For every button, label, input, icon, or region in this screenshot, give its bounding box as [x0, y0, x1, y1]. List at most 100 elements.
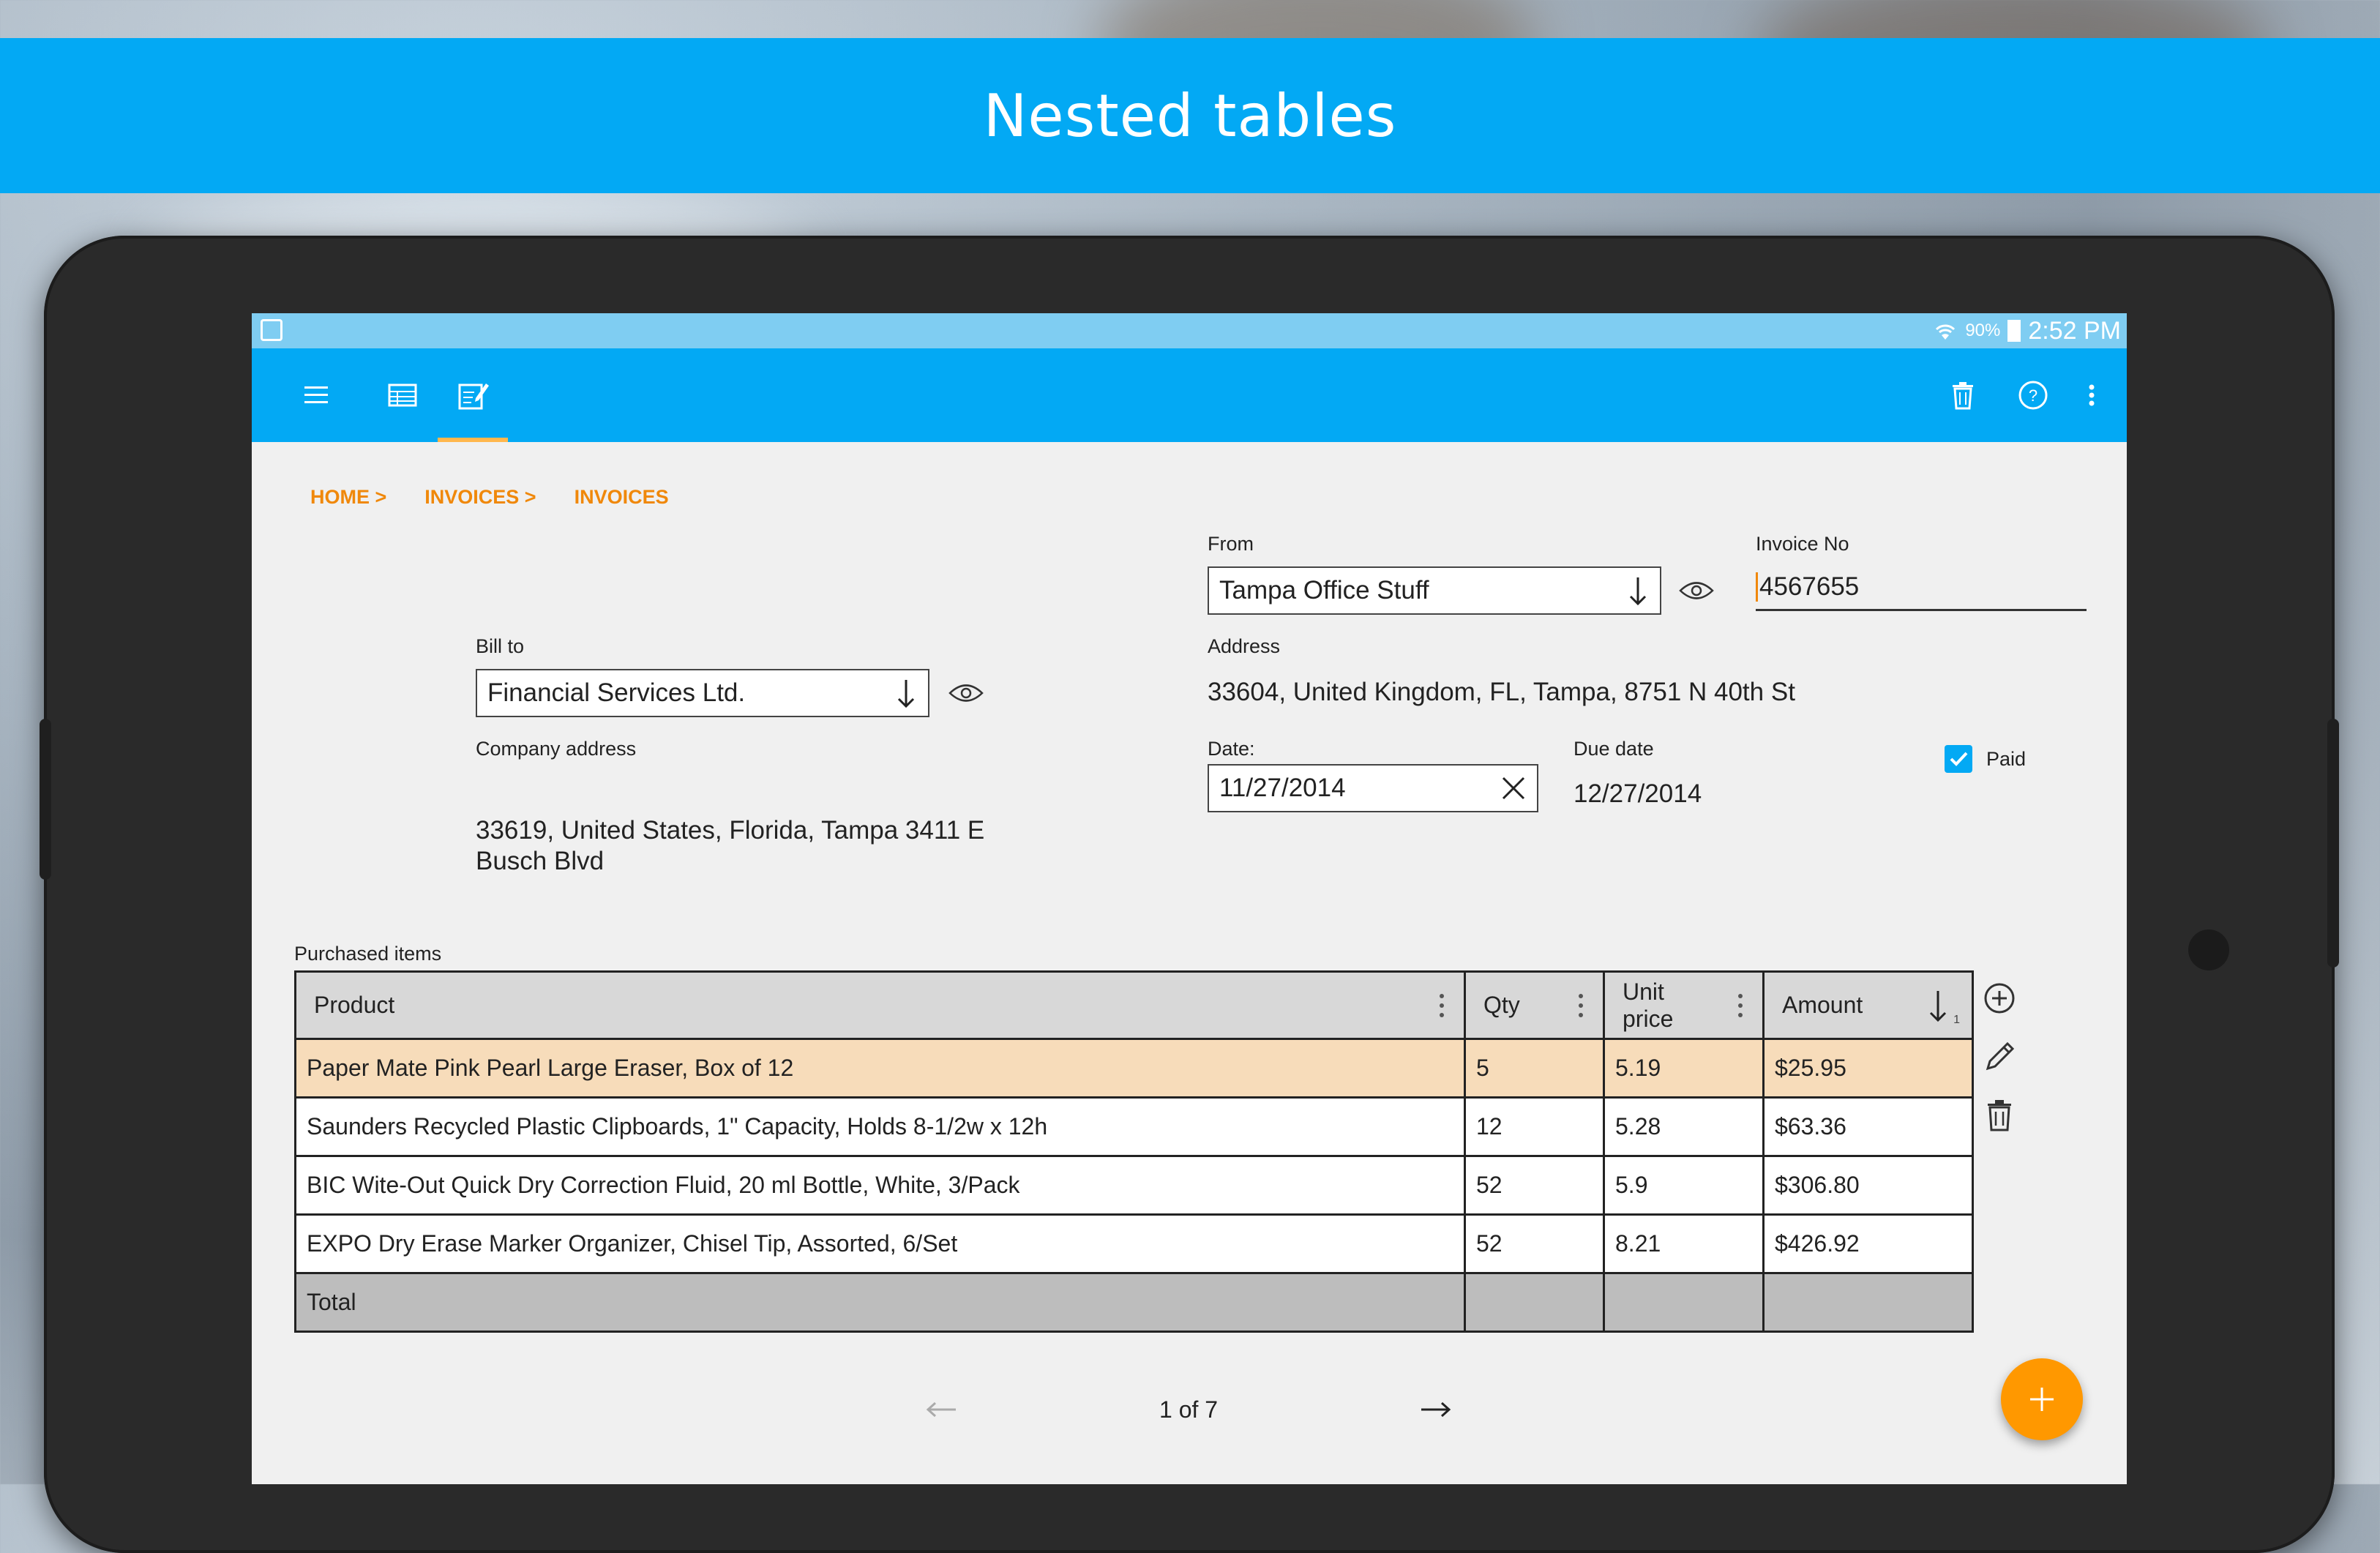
active-tab-indicator: [438, 438, 508, 442]
purchased-items-label: Purchased items: [294, 943, 442, 965]
cell-amount[interactable]: $426.92: [1762, 1213, 1974, 1274]
date-input[interactable]: 11/27/2014: [1208, 764, 1538, 812]
arrow-right-icon[interactable]: [1420, 1401, 1452, 1418]
more-vert-icon[interactable]: [2057, 348, 2127, 442]
total-label: Total: [294, 1272, 1466, 1333]
column-header-label: Product: [314, 992, 395, 1018]
cell-amount[interactable]: $63.36: [1762, 1096, 1974, 1157]
arrow-down-icon: [897, 680, 915, 708]
bill-to-value: Financial Services Ltd.: [487, 678, 746, 707]
gallery-notification-icon: [261, 319, 282, 341]
pager-text: 1 of 7: [1159, 1396, 1219, 1423]
sort-order-number: 1: [1953, 1014, 1960, 1026]
check-icon: [1950, 752, 1968, 766]
table-header-row: Product Qty Unit price Amount 1: [294, 970, 1974, 1040]
table-row[interactable]: Paper Mate Pink Pearl Large Eraser, Box …: [294, 1038, 1974, 1099]
column-header-label: Unit price: [1623, 978, 1674, 1032]
address-label: Address: [1208, 635, 1281, 657]
cell-qty[interactable]: 12: [1464, 1096, 1605, 1157]
help-icon[interactable]: ?: [1998, 348, 2068, 442]
cell-unit-price[interactable]: 5.28: [1603, 1096, 1765, 1157]
clock: 2:52 PM: [2028, 316, 2121, 345]
app-toolbar: ?: [252, 348, 2127, 442]
table-row[interactable]: EXPO Dry Erase Marker Organizer, Chisel …: [294, 1213, 1974, 1274]
cell-unit-price[interactable]: 8.21: [1603, 1213, 1765, 1274]
banner-title: Nested tables: [983, 81, 1397, 150]
pencil-icon[interactable]: [1980, 1038, 2018, 1076]
tablet-side-button: [2327, 719, 2339, 968]
tablet-camera: [2188, 929, 2229, 970]
breadcrumb-current: INVOICES: [574, 486, 669, 508]
bill-to-label: Bill to: [476, 635, 525, 657]
table-row[interactable]: Saunders Recycled Plastic Clipboards, 1"…: [294, 1096, 1974, 1157]
add-circle-icon[interactable]: [1980, 979, 2018, 1017]
purchased-items-table: Product Qty Unit price Amount 1: [294, 970, 1974, 1333]
invoice-no-label: Invoice No: [1756, 533, 1849, 555]
column-header-product[interactable]: Product: [294, 970, 1466, 1040]
column-menu-icon[interactable]: [1737, 992, 1743, 1019]
breadcrumb-home[interactable]: HOME >: [310, 486, 387, 508]
app-screen: 90% 2:52 PM ? HOME > INVOICES > INVOICES: [252, 313, 2127, 1484]
battery-percent: 90%: [1965, 321, 2001, 340]
total-cell: [1464, 1272, 1605, 1333]
total-cell: [1603, 1272, 1765, 1333]
cell-qty[interactable]: 52: [1464, 1213, 1605, 1274]
eye-icon[interactable]: [1679, 580, 1714, 602]
wifi-icon: [1936, 324, 1956, 340]
arrow-down-icon: [1629, 577, 1647, 606]
column-header-qty[interactable]: Qty: [1464, 970, 1605, 1040]
cell-product[interactable]: Paper Mate Pink Pearl Large Eraser, Box …: [294, 1038, 1466, 1099]
invoice-no-input[interactable]: 4567655: [1756, 565, 2087, 611]
from-value: Tampa Office Stuff: [1219, 576, 1429, 605]
breadcrumb: HOME > INVOICES > INVOICES: [310, 486, 669, 509]
svg-text:?: ?: [2029, 386, 2037, 405]
total-row: Total: [294, 1272, 1974, 1333]
cell-unit-price[interactable]: 5.9: [1603, 1155, 1765, 1216]
date-label: Date:: [1208, 738, 1255, 760]
table-icon[interactable]: [367, 348, 438, 442]
status-bar: 90% 2:52 PM: [252, 313, 2127, 348]
plus-icon: [2030, 1388, 2054, 1411]
address-value: 33604, United Kingdom, FL, Tampa, 8751 N…: [1208, 678, 1795, 706]
column-menu-icon[interactable]: [1439, 992, 1445, 1019]
trash-icon[interactable]: [1980, 1096, 2018, 1134]
from-label: From: [1208, 533, 1254, 555]
column-header-label: Amount: [1782, 992, 1863, 1018]
company-address-label: Company address: [476, 738, 637, 760]
cell-unit-price[interactable]: 5.19: [1603, 1038, 1765, 1099]
total-cell: [1762, 1272, 1974, 1333]
column-menu-icon[interactable]: [1578, 992, 1584, 1019]
from-dropdown[interactable]: Tampa Office Stuff: [1208, 566, 1661, 615]
date-value: 11/27/2014: [1219, 774, 1346, 802]
cell-product[interactable]: BIC Wite-Out Quick Dry Correction Fluid,…: [294, 1155, 1466, 1216]
due-date-value: 12/27/2014: [1573, 779, 1702, 808]
sort-descending-icon[interactable]: [1926, 988, 1950, 1023]
column-header-unit-price[interactable]: Unit price: [1603, 970, 1765, 1040]
breadcrumb-invoices[interactable]: INVOICES >: [424, 486, 536, 508]
cell-qty[interactable]: 52: [1464, 1155, 1605, 1216]
table-row[interactable]: BIC Wite-Out Quick Dry Correction Fluid,…: [294, 1155, 1974, 1216]
column-header-label: Qty: [1483, 992, 1520, 1018]
add-fab-button[interactable]: [2001, 1358, 2083, 1440]
due-date-label: Due date: [1573, 738, 1654, 760]
bill-to-dropdown[interactable]: Financial Services Ltd.: [476, 669, 929, 717]
tablet-side-button: [40, 719, 51, 880]
cell-amount[interactable]: $306.80: [1762, 1155, 1974, 1216]
delete-icon[interactable]: [1928, 348, 1998, 442]
paid-label: Paid: [1986, 748, 2027, 770]
edit-form-icon[interactable]: [438, 348, 508, 442]
cell-product[interactable]: Saunders Recycled Plastic Clipboards, 1"…: [294, 1096, 1466, 1157]
banner: Nested tables: [0, 38, 2380, 193]
invoice-no-value: 4567655: [1759, 572, 1860, 601]
arrow-left-icon[interactable]: [925, 1401, 957, 1418]
menu-icon[interactable]: [281, 348, 351, 442]
cell-qty[interactable]: 5: [1464, 1038, 1605, 1099]
battery-icon: [2007, 320, 2021, 342]
paid-checkbox[interactable]: [1945, 745, 1972, 773]
clear-icon[interactable]: [1500, 775, 1527, 801]
column-header-amount[interactable]: Amount 1: [1762, 970, 1974, 1040]
cell-amount[interactable]: $25.95: [1762, 1038, 1974, 1099]
text-caret: [1756, 572, 1758, 602]
eye-icon[interactable]: [948, 682, 984, 704]
cell-product[interactable]: EXPO Dry Erase Marker Organizer, Chisel …: [294, 1213, 1466, 1274]
